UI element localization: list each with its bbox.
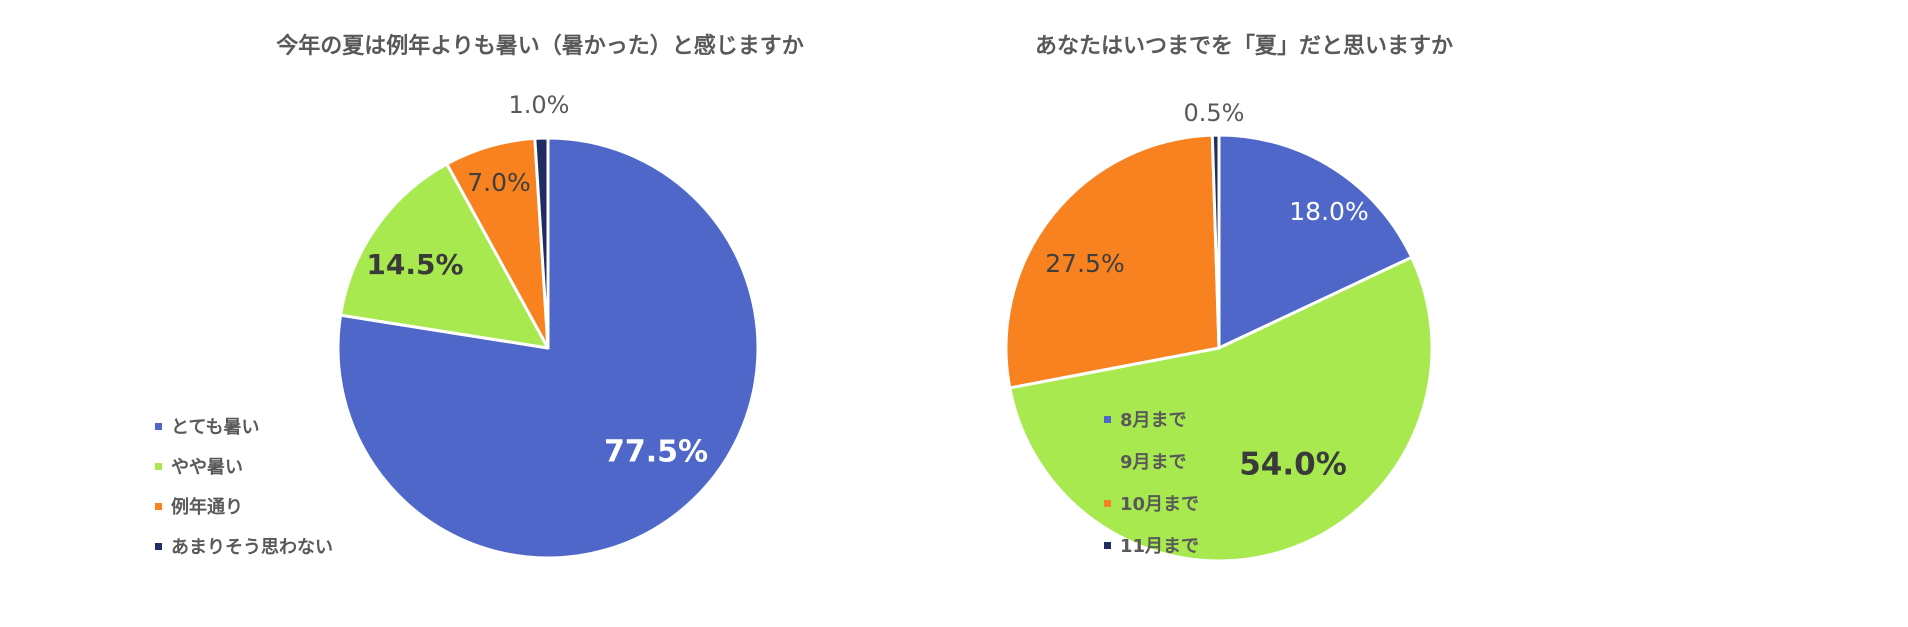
legend-item: 例年通り [155,486,333,526]
legend-label: 8月まで [1120,410,1187,431]
chart-panel-summer-end: あなたはいつまでを「夏」だと思いますか 18.0% 54.0% 27.5% 0.5% … [954,0,1908,627]
legend-swatch [155,462,162,470]
legend-swatch [1104,541,1111,549]
data-label: 7.0% [467,168,531,197]
legend-swatch [1104,457,1111,465]
data-label: 1.0% [509,91,570,119]
legend-item: あまりそう思わない [155,526,333,566]
legend-label: 10月まで [1120,494,1200,515]
pie-slice [1004,133,1221,390]
pie-slice [339,162,550,350]
data-label: 14.5% [366,248,463,281]
legend-swatch [155,422,162,430]
legend-swatch [155,542,162,550]
pie-slice [1008,255,1434,563]
legend-swatch [155,502,162,510]
pie-chart-summer-heat: 77.5% 14.5% 7.0% 1.0% [336,91,760,560]
legend-item: 11月まで [1104,524,1199,566]
legend-item: 8月まで [1104,398,1199,440]
legend-item: とても暑い [155,406,333,446]
pie-chart-summer-end: 18.0% 54.0% 27.5% 0.5% [1004,99,1434,563]
legend-item: 10月まで [1104,482,1199,524]
legend-item: 9月まで [1104,440,1199,482]
chart-title: 今年の夏は例年よりも暑い（暑かった）と感じますか [276,34,804,59]
legend-label: やや暑い [171,457,243,478]
data-label: 77.5% [604,435,708,470]
pie-slice [336,136,760,560]
legend-label: 例年通り [171,497,243,518]
data-label: 0.5% [1184,99,1245,127]
data-label: 18.0% [1289,197,1368,226]
legend-swatch [1104,499,1111,507]
legend-item: やや暑い [155,446,333,486]
data-label: 27.5% [1045,249,1124,278]
legend: とても暑い やや暑い 例年通り あまりそう思わない [155,406,333,566]
legend-label: あまりそう思わない [171,537,333,558]
legend-label: 9月まで [1120,452,1187,473]
pie-slice [1210,133,1221,350]
legend: 8月まで 9月まで 10月まで 11月まで [1104,398,1199,566]
pie-slice [533,136,550,350]
chart-panel-summer-heat: 今年の夏は例年よりも暑い（暑かった）と感じますか 77.5% 14.5% 7.0% 1… [155,34,804,566]
legend-swatch [1104,415,1111,423]
pie-slice [1217,133,1414,350]
chart-title: あなたはいつまでを「夏」だと思いますか [1034,34,1454,59]
legend-label: とても暑い [171,417,260,438]
legend-label: 11月まで [1120,536,1200,557]
data-label: 54.0% [1239,447,1347,483]
